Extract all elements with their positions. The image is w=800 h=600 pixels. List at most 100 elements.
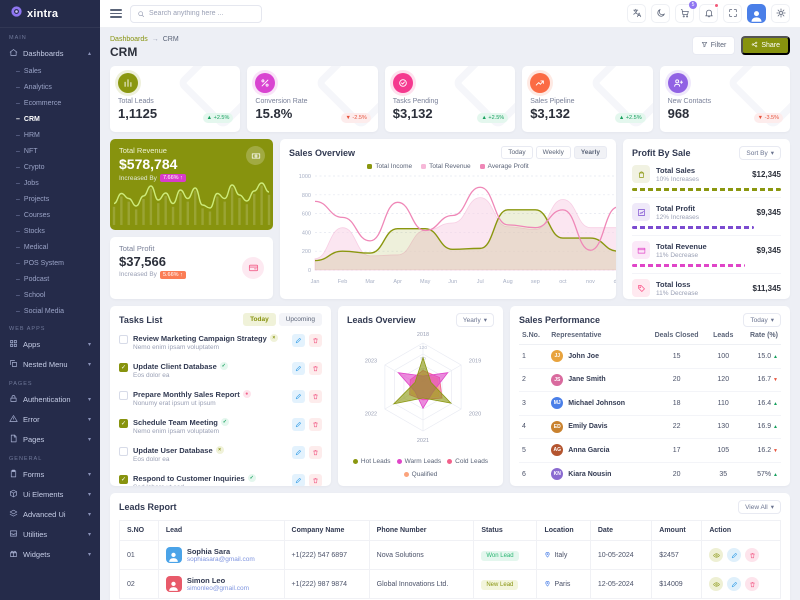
tab-weekly[interactable]: Weekly [535,146,571,159]
leads-col-action: Action [701,520,781,541]
share-button[interactable]: Share [741,36,790,55]
sidebar-item-dashboards[interactable]: Dashboards ▴ [0,43,100,63]
sidebar-item-advanced-ui[interactable]: Advanced Ui ▾ [0,504,100,524]
chevron-icon: ▾ [87,396,91,403]
tab-today[interactable]: Today [501,146,533,159]
lead-email[interactable]: simonleo@gmail.com [186,585,250,592]
chevron-icon: ▾ [87,511,91,518]
sidebar-item-utilities[interactable]: Utilities ▾ [0,524,100,544]
sidebar-item-stocks[interactable]: – Stocks [16,227,45,235]
moon-button[interactable] [651,4,670,23]
delete-button[interactable] [309,417,322,431]
delete-button[interactable] [309,445,322,459]
stat-card-sales-pipeline: Sales Pipeline $3,132 ▲ +2.5% [522,66,653,132]
profit-by-sale-value: $9,345 [756,207,781,217]
user-plus-icon [667,73,688,93]
sidebar-item-pages[interactable]: Pages ▾ [0,429,100,449]
cart-button[interactable]: 5 [675,1,697,23]
sidebar-item-medical[interactable]: – Medical [16,243,49,251]
sidebar-item-ui-elements[interactable]: Ui Elements ▾ [0,484,100,504]
tab-yearly[interactable]: Yearly [573,146,607,159]
sidebar-item-podcast[interactable]: – Podcast [16,275,50,283]
revenue-sparkline-chart [110,169,273,230]
tasks-list-panel: Tasks List Today Upcoming Review Marketin… [110,306,331,486]
sidebar-item-social-media[interactable]: – Social Media [16,307,64,315]
edit-button[interactable] [292,473,305,486]
task-checkbox[interactable] [119,334,128,344]
sales-performance-dropdown[interactable]: Today ▾ [743,313,781,327]
leads-col-location: Location [536,520,591,541]
breadcrumb-dashboards[interactable]: Dashboards [110,36,148,43]
view-button[interactable] [709,548,724,562]
filter-button[interactable]: Filter [691,36,736,55]
expand-button[interactable] [723,4,742,23]
chevron-down-icon: ▾ [770,317,774,324]
avatar [165,576,182,592]
pin-icon [544,551,551,560]
delete-button[interactable] [745,577,760,591]
sidebar-item-apps[interactable]: Apps ▾ [0,334,100,354]
edit-button[interactable] [292,389,305,403]
sidebar-item-school[interactable]: – School [16,291,46,299]
edit-button[interactable] [727,548,742,562]
lead-email[interactable]: sophiasara@gmail.com [186,556,255,563]
search-input[interactable] [149,10,255,17]
hamburger-menu-icon[interactable] [110,9,122,18]
delete-button[interactable] [309,389,322,403]
gear-button[interactable] [771,4,790,23]
sidebar-item-authentication[interactable]: Authentication ▾ [0,389,100,409]
sidebar-item-pos-system[interactable]: – POS System [16,259,64,267]
delete-button[interactable] [309,333,322,347]
user-avatar[interactable] [747,4,766,23]
edit-button[interactable] [292,361,305,375]
task-checkbox[interactable]: ✓ [119,362,128,372]
sidebar-item-forms[interactable]: Forms ▾ [0,464,100,484]
gift-icon [9,549,18,560]
leads-overview-dropdown[interactable]: Yearly ▾ [455,313,494,327]
sidebar-item-nft[interactable]: – NFT [16,147,38,155]
edit-button[interactable] [292,445,305,459]
task-checkbox[interactable] [119,390,128,400]
delete-button[interactable] [309,361,322,375]
sort-by-dropdown[interactable]: Sort By ▾ [739,146,781,160]
task-row-respond-to-customer-inquiries: ✓Respond to Customer Inquiries✓Sed labor… [119,468,322,486]
edit-button[interactable] [292,333,305,347]
sidebar-item-courses[interactable]: – Courses [16,211,50,219]
task-checkbox[interactable]: ✓ [119,474,128,484]
legend-cold-leads: Cold Leads [447,458,488,465]
sidebar-item-sales[interactable]: – Sales [16,67,42,75]
sidebar-item-error[interactable]: Error ▾ [0,409,100,429]
tab-upcoming[interactable]: Upcoming [278,313,322,326]
sidebar-section-pages: PAGES [9,381,33,387]
delete-button[interactable] [745,548,760,562]
sidebar-item-jobs[interactable]: – Jobs [16,179,39,187]
sidebar-item-widgets[interactable]: Widgets ▾ [0,544,100,564]
total-revenue-card: Total Revenue $578,784 Increased By 7.66… [110,139,273,230]
translate-button[interactable] [627,4,646,23]
status-badge: New Lead [481,579,519,590]
svg-text:Jun: Jun [448,279,457,285]
sidebar-item-projects[interactable]: – Projects [16,195,50,203]
sidebar-item-crm[interactable]: – CRM [16,115,40,123]
tab-today[interactable]: Today [243,313,276,326]
sidebar-item-hrm[interactable]: – HRM [16,131,40,139]
delete-button[interactable] [309,473,322,486]
task-checkbox[interactable] [119,446,128,456]
lead-row-sophia-sara: 01 Sophia Sara sophiasara@gmail.com +1(222)… [119,540,781,570]
status-badge: Won Lead [481,550,519,561]
task-checkbox[interactable]: ✓ [119,418,128,428]
sidebar-item-nested-menu[interactable]: Nested Menu ▾ [0,354,100,374]
view-button[interactable] [709,577,724,591]
task-status-badge: ✓ [219,362,228,370]
edit-button[interactable] [292,417,305,431]
main-area: 5 Dashboards → CRM CRM Filter [100,0,800,600]
view-all-dropdown[interactable]: View All ▾ [738,500,781,514]
sidebar-item-crypto[interactable]: – Crypto [16,163,45,171]
layers-icon [9,509,18,520]
edit-button[interactable] [727,577,742,591]
sidebar-item-ecommerce[interactable]: – Ecommerce [16,99,62,107]
sidebar-item-analytics[interactable]: – Analytics [16,83,52,91]
logo[interactable]: xintra [0,0,100,28]
bell-button[interactable] [699,3,719,23]
bell-icon [704,5,714,23]
